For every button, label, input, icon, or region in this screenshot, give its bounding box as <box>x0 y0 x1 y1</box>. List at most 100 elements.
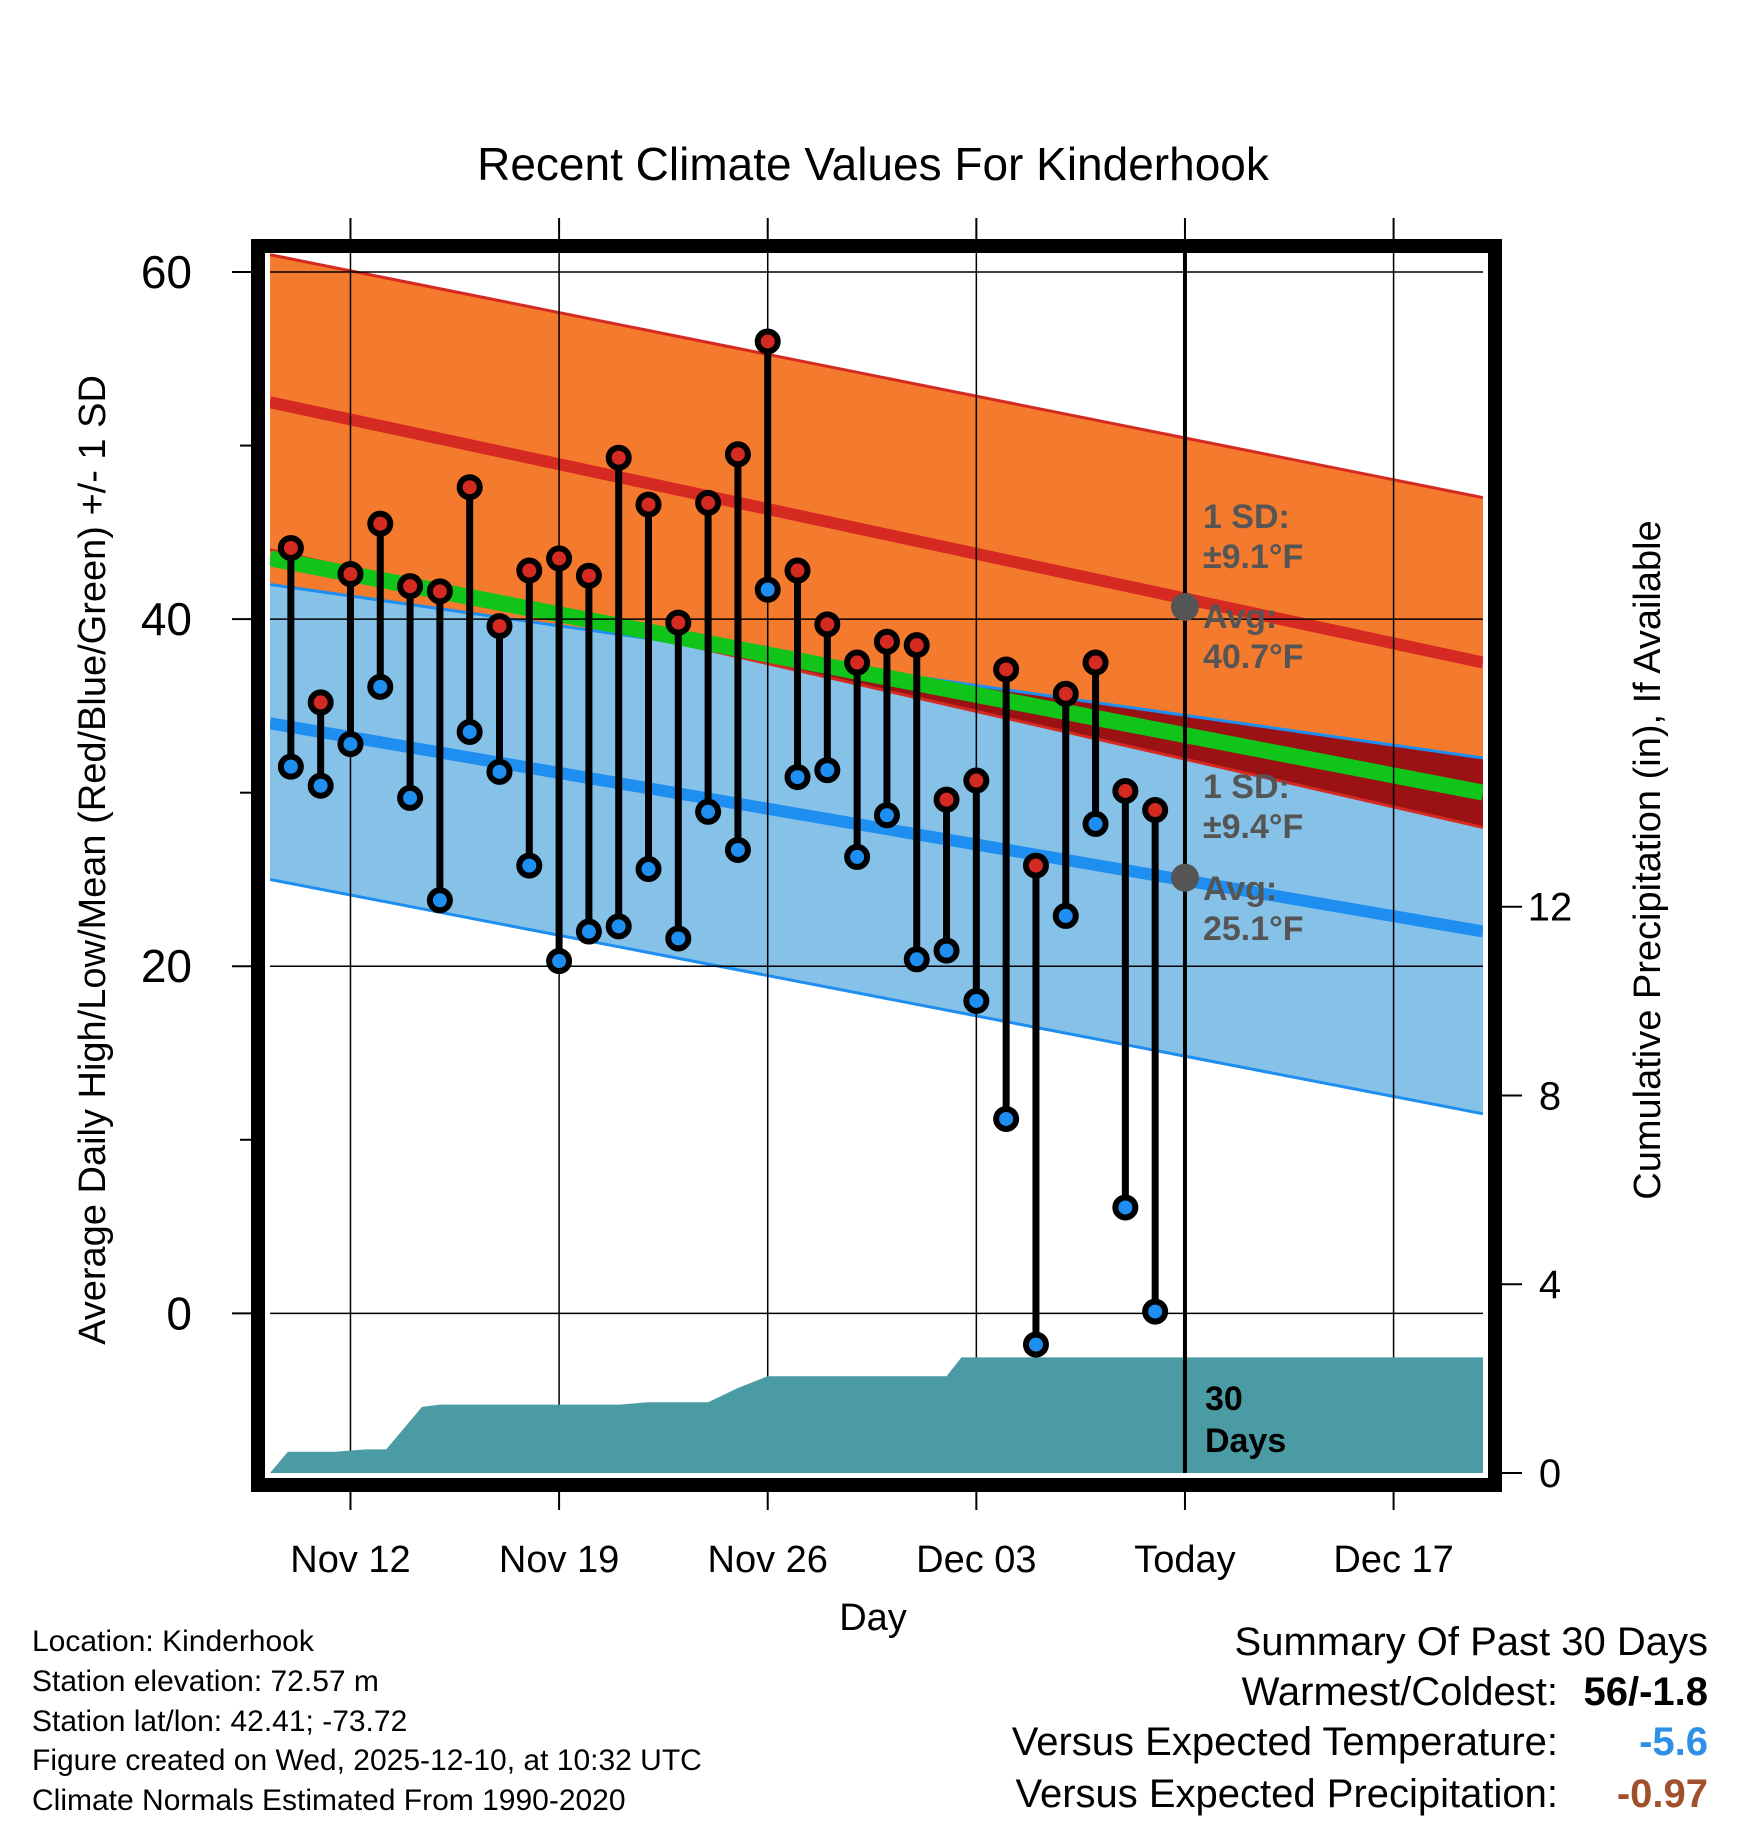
y2-tick-label: 12 <box>1528 886 1573 930</box>
obs-high-marker <box>486 613 513 640</box>
summary-title: Summary Of Past 30 Days <box>1234 1620 1708 1664</box>
warmest-coldest-label: Warmest/Coldest: <box>1241 1670 1558 1714</box>
y2-tick-label: 8 <box>1539 1074 1561 1118</box>
y-tick-label: 60 <box>141 246 192 298</box>
precip-vs-expected-value: -0.97 <box>1616 1772 1708 1816</box>
y-axis-label: Average Daily High/Low/Mean (Red/Blue/Gr… <box>72 375 114 1345</box>
obs-high-marker <box>665 609 692 636</box>
normals-info: Climate Normals Estimated From 1990-2020 <box>32 1784 626 1817</box>
obs-low-marker <box>486 758 513 785</box>
low-avg-line <box>270 717 1483 938</box>
obs-low-marker <box>963 987 990 1014</box>
obs-high-marker <box>337 561 364 588</box>
high-sd-annotation-line-1: ±9.1°F <box>1203 538 1303 576</box>
obs-low-marker <box>695 798 722 825</box>
period-annotation-line-0: 30 <box>1205 1380 1243 1418</box>
obs-low-marker <box>426 887 453 914</box>
obs-high-marker <box>575 562 602 589</box>
obs-high-marker <box>724 441 751 468</box>
obs-high-marker <box>754 328 781 355</box>
observations <box>277 328 1169 1358</box>
low-avg-annotation-line-0: Avg: <box>1203 870 1277 908</box>
obs-low-marker <box>397 784 424 811</box>
obs-low-marker <box>605 913 632 940</box>
obs-high-marker <box>1052 680 1079 707</box>
obs-low-marker <box>933 937 960 964</box>
obs-low-marker <box>337 731 364 758</box>
obs-low-marker <box>546 948 573 975</box>
y2-tick-label: 0 <box>1539 1452 1561 1496</box>
x-tick-label: Nov 19 <box>499 1539 619 1581</box>
high-avg-annotation-line-1: 40.7°F <box>1203 638 1304 676</box>
obs-high-marker <box>903 632 930 659</box>
obs-high-marker <box>367 510 394 537</box>
x-tick-label: Nov 26 <box>708 1539 828 1581</box>
obs-low-marker <box>1082 810 1109 837</box>
obs-low-marker <box>635 856 662 883</box>
obs-high-marker <box>307 689 334 716</box>
x-tick-label: Dec 17 <box>1333 1539 1453 1581</box>
obs-low-marker <box>844 843 871 870</box>
period-annotation-line-1: Days <box>1205 1422 1286 1460</box>
low-avg-annotation-line-1: 25.1°F <box>1203 910 1304 948</box>
y-tick-label: 20 <box>141 940 192 992</box>
obs-high-marker <box>933 786 960 813</box>
plot-frame <box>251 239 1502 1492</box>
obs-low-marker <box>307 772 334 799</box>
obs-low-marker <box>1052 902 1079 929</box>
obs-high-marker <box>546 545 573 572</box>
x-tick-label: Nov 12 <box>290 1539 410 1581</box>
y-tick-label: 40 <box>141 593 192 645</box>
obs-low-marker <box>903 946 930 973</box>
axes: Recent Climate Values For Kinderhook Nov … <box>72 138 1669 1639</box>
low-sd-annotation-line-1: ±9.4°F <box>1203 808 1303 846</box>
obs-high-marker <box>516 557 543 584</box>
cumulative-precip-area <box>270 1357 1483 1473</box>
today-low-avg-dot <box>1170 863 1199 892</box>
low-minus-sd-line <box>270 877 1483 1116</box>
obs-high-marker <box>1112 777 1139 804</box>
plot-frame-rect <box>251 239 1502 1492</box>
obs-high-marker <box>1022 852 1049 879</box>
obs-high-marker <box>695 489 722 516</box>
chart-title: Recent Climate Values For Kinderhook <box>477 138 1270 190</box>
low-sd-annotation-line-0: 1 SD: <box>1203 768 1290 806</box>
obs-high-marker <box>993 656 1020 683</box>
obs-high-marker <box>844 649 871 676</box>
obs-high-marker <box>397 573 424 600</box>
obs-low-marker <box>1022 1331 1049 1358</box>
obs-low-marker <box>1112 1194 1139 1221</box>
y2-tick-label: 4 <box>1539 1263 1561 1307</box>
x-tick-label: Dec 03 <box>916 1539 1036 1581</box>
high-band-upper <box>270 254 1483 758</box>
obs-high-marker <box>456 474 483 501</box>
obs-low-marker <box>575 918 602 945</box>
obs-low-marker <box>456 718 483 745</box>
high-sd-annotation-line-0: 1 SD: <box>1203 498 1290 536</box>
x-tick-label: Today <box>1134 1539 1235 1581</box>
obs-low-marker <box>367 673 394 700</box>
today-high-avg-dot <box>1170 592 1199 621</box>
normals-bands <box>270 253 1483 1116</box>
temp-vs-expected-value: -5.6 <box>1639 1720 1708 1764</box>
obs-high-marker <box>277 534 304 561</box>
obs-low-marker <box>784 764 811 791</box>
obs-low-marker <box>665 925 692 952</box>
obs-low-marker <box>873 802 900 829</box>
latlon-info: Station lat/lon: 42.41; -73.72 <box>32 1705 408 1738</box>
obs-low-marker <box>814 757 841 784</box>
location-info: Location: Kinderhook <box>32 1625 314 1658</box>
elevation-info: Station elevation: 72.57 m <box>32 1665 379 1698</box>
warmest-coldest-value: 56/-1.8 <box>1583 1670 1708 1714</box>
precip-vs-expected-label: Versus Expected Precipitation: <box>1015 1772 1558 1816</box>
obs-high-marker <box>605 444 632 471</box>
obs-low-marker <box>754 576 781 603</box>
obs-high-marker <box>635 491 662 518</box>
created-info: Figure created on Wed, 2025-12-10, at 10… <box>32 1744 702 1777</box>
obs-high-marker <box>1082 649 1109 676</box>
high-plus-sd-line <box>270 253 1483 500</box>
obs-high-marker <box>784 557 811 584</box>
obs-low-marker <box>516 852 543 879</box>
